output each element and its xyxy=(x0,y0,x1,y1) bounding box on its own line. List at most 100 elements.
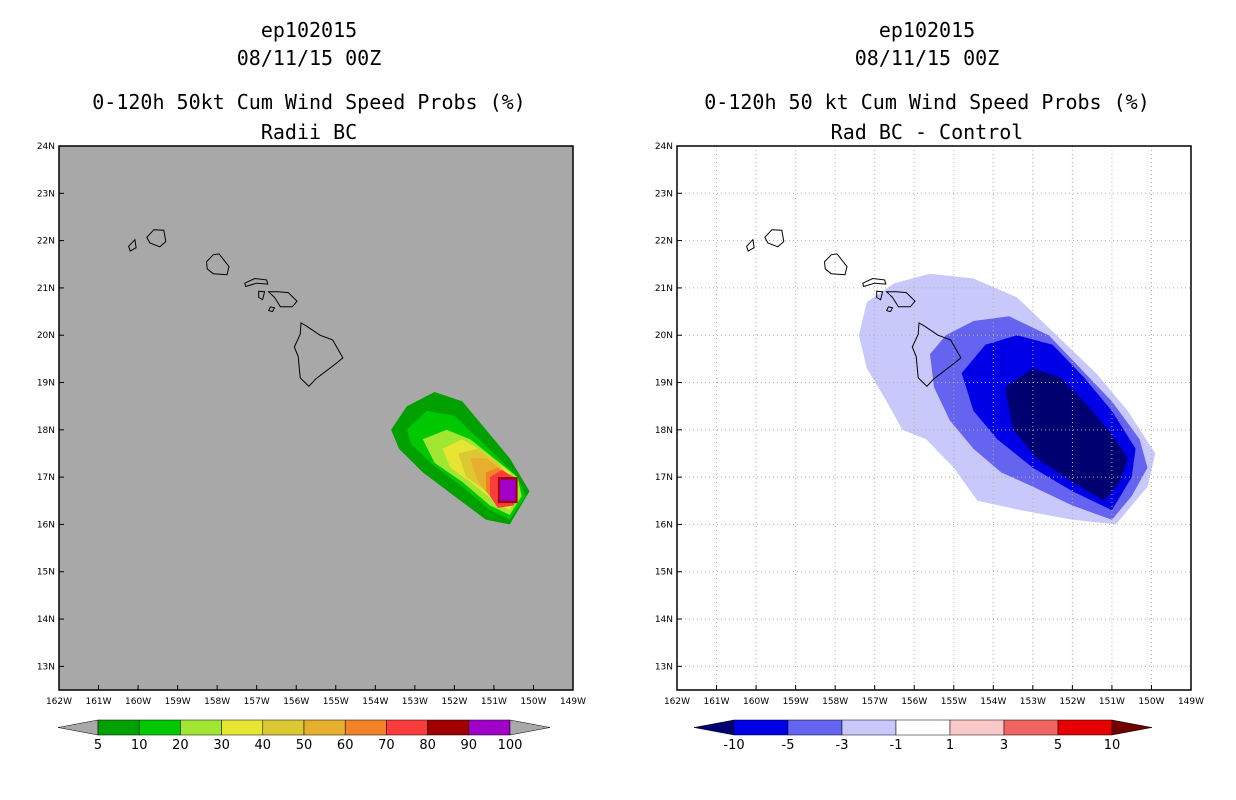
island-coastline xyxy=(764,229,785,248)
y-tick-label: 21N xyxy=(655,284,673,294)
y-tick-label: 24N xyxy=(37,142,55,152)
island-coastline xyxy=(293,322,344,388)
colorbar-segment xyxy=(895,719,951,736)
map-layer xyxy=(677,146,1191,690)
colorbar-segment xyxy=(1057,719,1113,736)
y-tick-label: 17N xyxy=(37,473,55,483)
x-tick-label: 159W xyxy=(165,697,191,707)
storm-id-title: ep102015 xyxy=(878,18,976,42)
map-layer xyxy=(128,229,530,525)
y-tick-label: 19N xyxy=(655,379,673,389)
colorbar-segment xyxy=(303,719,346,736)
colorbar-label: 90 xyxy=(461,738,478,753)
colorbar-label: 20 xyxy=(172,738,189,753)
left-panel: ep102015 08/11/15 00Z 0-120h 50kt Cum Wi… xyxy=(37,18,586,753)
y-tick-label: 20N xyxy=(37,331,55,341)
colorbar-label: -10 xyxy=(723,738,744,753)
x-tick-label: 161W xyxy=(703,697,729,707)
colorbar-label: 80 xyxy=(419,738,436,753)
x-tick-label: 156W xyxy=(283,697,309,707)
island-coastline xyxy=(911,322,962,388)
island-coastline xyxy=(244,277,269,288)
y-tick-label: 18N xyxy=(37,426,55,436)
colorbar-label: 5 xyxy=(1054,738,1062,753)
x-tick-label: 156W xyxy=(901,697,927,707)
y-tick-label: 15N xyxy=(655,568,673,578)
x-tick-label: 160W xyxy=(125,697,151,707)
y-tick-label: 17N xyxy=(655,473,673,483)
plot-frame xyxy=(58,145,574,691)
colorbar-label: 30 xyxy=(213,738,230,753)
y-tick-label: 22N xyxy=(37,237,55,247)
x-tick-label: 153W xyxy=(1020,697,1046,707)
colorbar-under-triangle xyxy=(693,719,735,736)
colorbar-label: 50 xyxy=(296,738,313,753)
product-title: 0-120h 50kt Cum Wind Speed Probs (%) xyxy=(92,90,526,114)
x-tick-label: 152W xyxy=(1059,697,1085,707)
x-tick-label: 154W xyxy=(980,697,1006,707)
island-coastline xyxy=(205,253,230,276)
y-tick-label: 14N xyxy=(37,615,55,625)
y-tick-label: 22N xyxy=(655,237,673,247)
x-tick-label: 152W xyxy=(441,697,467,707)
y-tick-label: 19N xyxy=(37,379,55,389)
colorbar-segment xyxy=(221,719,264,736)
y-tick-label: 20N xyxy=(655,331,673,341)
island-coastline xyxy=(128,238,137,252)
plot-background xyxy=(59,146,573,690)
island-coastline xyxy=(885,291,916,308)
colorbar-label: -5 xyxy=(782,738,795,753)
colorbar-segment xyxy=(97,719,140,736)
x-tick-label: 150W xyxy=(1138,697,1164,707)
x-tick-label: 151W xyxy=(1099,697,1125,707)
y-tick-label: 13N xyxy=(37,662,55,672)
colorbar-segment xyxy=(468,719,511,736)
colorbar-segment xyxy=(787,719,843,736)
colorbar-label: 60 xyxy=(337,738,354,753)
valid-time-title: 08/11/15 00Z xyxy=(854,46,1000,70)
colorbar-label: 70 xyxy=(378,738,395,753)
x-tick-label: 157W xyxy=(244,697,270,707)
experiment-title: Radii BC xyxy=(260,120,358,144)
x-tick-label: 160W xyxy=(743,697,769,707)
x-tick-label: 161W xyxy=(85,697,111,707)
x-tick-label: 157W xyxy=(862,697,888,707)
colorbar-under-triangle xyxy=(57,719,99,736)
colorbar-segment xyxy=(949,719,1005,736)
contour-fill-90 xyxy=(499,479,516,501)
colorbar-label: 1 xyxy=(946,738,954,753)
island-coastline xyxy=(862,277,887,288)
colorbar-label: 10 xyxy=(1104,738,1121,753)
x-tick-label: 155W xyxy=(941,697,967,707)
x-tick-label: 153W xyxy=(402,697,428,707)
x-tick-label: 162W xyxy=(664,697,690,707)
x-tick-label: 158W xyxy=(204,697,230,707)
colorbar-segment xyxy=(841,719,897,736)
island-coastline xyxy=(146,229,167,248)
colorbar-label: -1 xyxy=(890,738,903,753)
island-coastline xyxy=(876,290,884,301)
x-tick-label: 162W xyxy=(46,697,72,707)
colorbar-segment xyxy=(1003,719,1059,736)
plot-frame xyxy=(676,145,1192,691)
x-tick-label: 151W xyxy=(481,697,507,707)
island-coastline xyxy=(823,253,848,276)
colorbar-segment xyxy=(180,719,222,736)
y-tick-label: 15N xyxy=(37,568,55,578)
y-tick-label: 13N xyxy=(655,662,673,672)
island-coastline xyxy=(267,306,276,313)
colorbar-over-triangle xyxy=(1111,719,1153,736)
x-tick-label: 150W xyxy=(520,697,546,707)
x-tick-label: 154W xyxy=(362,697,388,707)
colorbar-over-triangle xyxy=(509,719,551,736)
x-tick-label: 158W xyxy=(822,697,848,707)
x-tick-label: 155W xyxy=(323,697,349,707)
x-tick-label: 149W xyxy=(1178,697,1204,707)
island-coastline xyxy=(885,306,894,313)
storm-id-title: ep102015 xyxy=(260,18,358,42)
right-map-chart: 162W 161W 160W 159W 158W 157W 156W 155W 154W 153W… xyxy=(655,142,1204,753)
colorbar-label: 40 xyxy=(255,738,272,753)
colorbar-segment xyxy=(262,719,305,736)
y-tick-label: 23N xyxy=(37,189,55,199)
y-tick-label: 24N xyxy=(655,142,673,152)
